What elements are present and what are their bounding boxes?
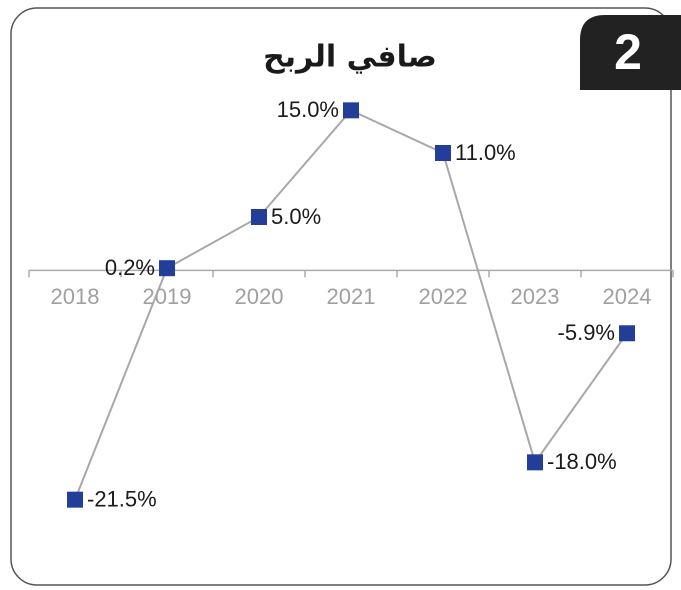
value-label: -21.5% xyxy=(87,486,157,511)
x-tick-label: 2018 xyxy=(51,284,100,309)
x-tick-label: 2022 xyxy=(419,284,468,309)
marker xyxy=(67,491,83,508)
marker xyxy=(251,209,267,225)
x-tick-label: 2024 xyxy=(603,284,652,309)
x-tick-label: 2023 xyxy=(511,284,560,309)
value-label: 5.0% xyxy=(271,204,321,229)
badge-bg xyxy=(580,15,681,90)
value-label: -5.9% xyxy=(558,320,615,345)
value-label: 15.0% xyxy=(277,97,339,122)
chart-title: صافي الربح xyxy=(263,40,437,75)
badge: 2 xyxy=(614,24,642,80)
marker xyxy=(343,102,359,119)
marker xyxy=(619,325,635,342)
value-label: -18.0% xyxy=(547,449,617,474)
marker xyxy=(527,454,543,471)
x-tick-label: 2021 xyxy=(327,284,376,309)
frame xyxy=(10,7,672,586)
x-tick-label: 2019 xyxy=(143,284,192,309)
value-label: 11.0% xyxy=(455,140,516,165)
value-label: 0.2% xyxy=(105,255,155,280)
marker xyxy=(435,145,451,161)
marker xyxy=(159,260,175,277)
x-tick-label: 2020 xyxy=(235,284,284,309)
